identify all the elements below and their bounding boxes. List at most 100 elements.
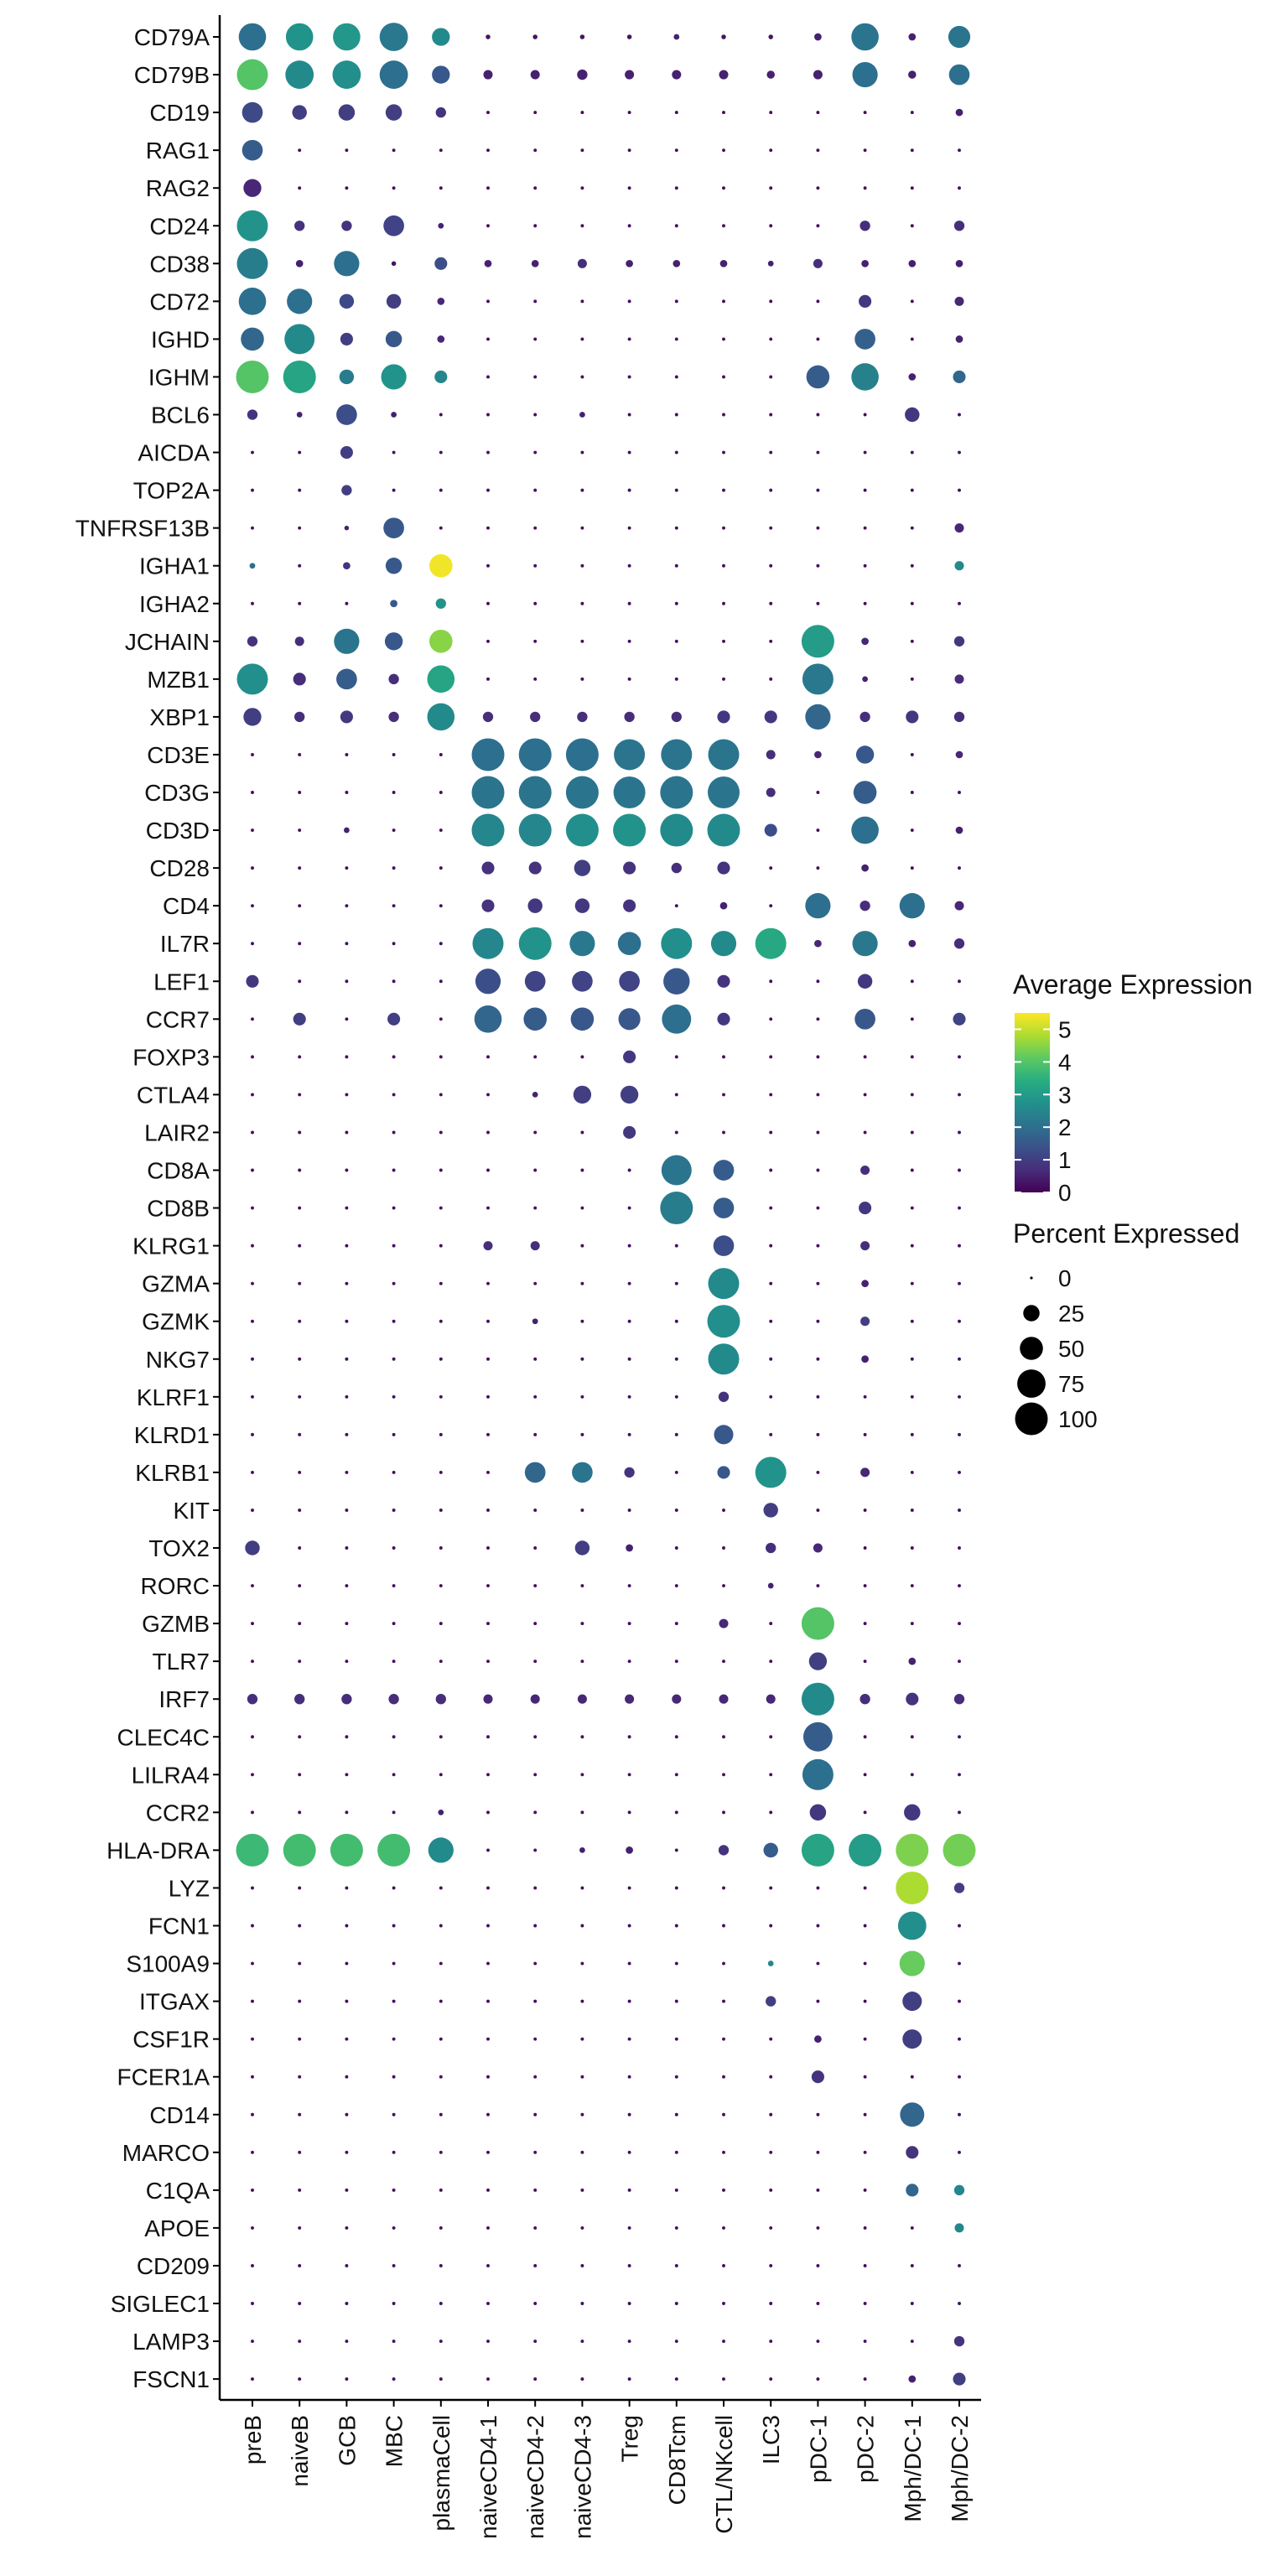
size-legend-label: 25	[1058, 1301, 1084, 1327]
dot	[958, 1394, 961, 1399]
dot	[627, 1432, 631, 1436]
dot	[769, 1622, 773, 1626]
dot	[955, 335, 963, 343]
dot	[580, 677, 584, 681]
dot	[345, 1546, 349, 1550]
dot	[910, 111, 914, 115]
dot	[627, 186, 631, 190]
dot	[863, 1584, 867, 1588]
dot	[528, 861, 542, 875]
dot	[435, 1694, 446, 1705]
dot	[910, 1093, 914, 1097]
dot	[910, 2340, 914, 2343]
dot	[674, 1848, 678, 1852]
dot	[623, 1125, 636, 1139]
dot	[906, 2184, 919, 2197]
dot	[707, 776, 740, 809]
dot	[906, 1692, 919, 1706]
dot	[816, 601, 820, 605]
dot	[816, 299, 820, 304]
dot	[345, 1055, 349, 1059]
dot	[769, 1244, 773, 1248]
dot	[236, 1833, 269, 1867]
dot	[958, 1357, 961, 1361]
dot	[816, 413, 820, 417]
dot	[857, 974, 873, 989]
dot	[674, 1244, 678, 1248]
dot	[439, 2225, 443, 2230]
dot	[580, 1961, 584, 1966]
cell-type-label: pDC-1	[805, 2415, 831, 2483]
dot	[486, 2037, 490, 2041]
dot	[674, 2302, 678, 2305]
dot	[330, 1833, 363, 1867]
dot	[483, 1694, 493, 1704]
dot	[769, 413, 773, 417]
dot	[533, 2225, 538, 2230]
dot	[533, 677, 538, 681]
gene-label: C1QA	[146, 2178, 210, 2204]
dot	[674, 2188, 678, 2192]
dot	[251, 1622, 254, 1626]
dot	[580, 2188, 584, 2192]
dot	[518, 738, 552, 771]
dot	[623, 899, 636, 912]
dot	[860, 1241, 870, 1251]
size-legend-label: 100	[1058, 1406, 1098, 1432]
dot	[722, 1886, 725, 1890]
dot	[722, 1584, 725, 1588]
dot	[486, 1281, 490, 1285]
dot	[863, 1622, 867, 1626]
dot	[392, 1319, 396, 1323]
dot	[251, 2340, 254, 2343]
dot	[722, 450, 725, 454]
dot	[340, 446, 353, 460]
dot	[439, 1017, 443, 1021]
dot	[627, 1319, 631, 1323]
dot	[439, 1319, 443, 1323]
dot	[251, 1810, 254, 1815]
dot	[627, 1773, 631, 1777]
dot	[660, 813, 693, 847]
dot	[439, 2340, 443, 2343]
cell-type-label: MBC	[382, 2415, 408, 2467]
dot	[958, 1055, 961, 1059]
dot	[572, 1462, 593, 1483]
dot	[863, 1432, 867, 1436]
dot	[910, 1281, 914, 1285]
dot	[298, 753, 302, 756]
dot	[439, 2150, 443, 2154]
dot	[816, 2377, 820, 2381]
dot	[338, 104, 356, 121]
dot	[722, 337, 725, 341]
dot	[251, 1886, 254, 1890]
dot	[816, 1168, 820, 1172]
dot	[662, 1004, 692, 1034]
dot	[906, 710, 919, 724]
dot	[816, 1924, 820, 1928]
dot	[627, 299, 631, 304]
dot	[722, 488, 725, 492]
dot	[486, 2340, 490, 2343]
dot	[624, 1467, 635, 1478]
dot	[627, 2264, 631, 2267]
dot	[863, 1773, 867, 1777]
dot	[334, 251, 360, 277]
dot	[392, 1206, 396, 1210]
dot	[852, 61, 878, 88]
dot	[627, 1886, 631, 1890]
dot	[910, 791, 914, 794]
dot	[953, 636, 965, 647]
dot	[247, 409, 258, 420]
dot	[533, 1130, 538, 1135]
gene-label: TOP2A	[133, 478, 210, 504]
dot	[954, 2223, 964, 2233]
dot	[766, 750, 776, 760]
dot	[486, 1319, 490, 1323]
dot	[766, 1694, 776, 1704]
dot	[251, 450, 254, 454]
dot	[251, 1281, 254, 1285]
dot	[863, 2302, 867, 2305]
size-legend-dot	[1023, 1305, 1040, 1322]
dot	[486, 148, 490, 153]
